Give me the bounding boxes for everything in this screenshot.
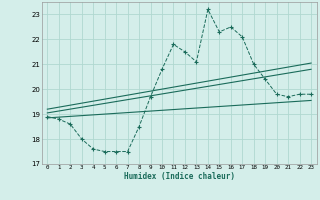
X-axis label: Humidex (Indice chaleur): Humidex (Indice chaleur)	[124, 172, 235, 181]
